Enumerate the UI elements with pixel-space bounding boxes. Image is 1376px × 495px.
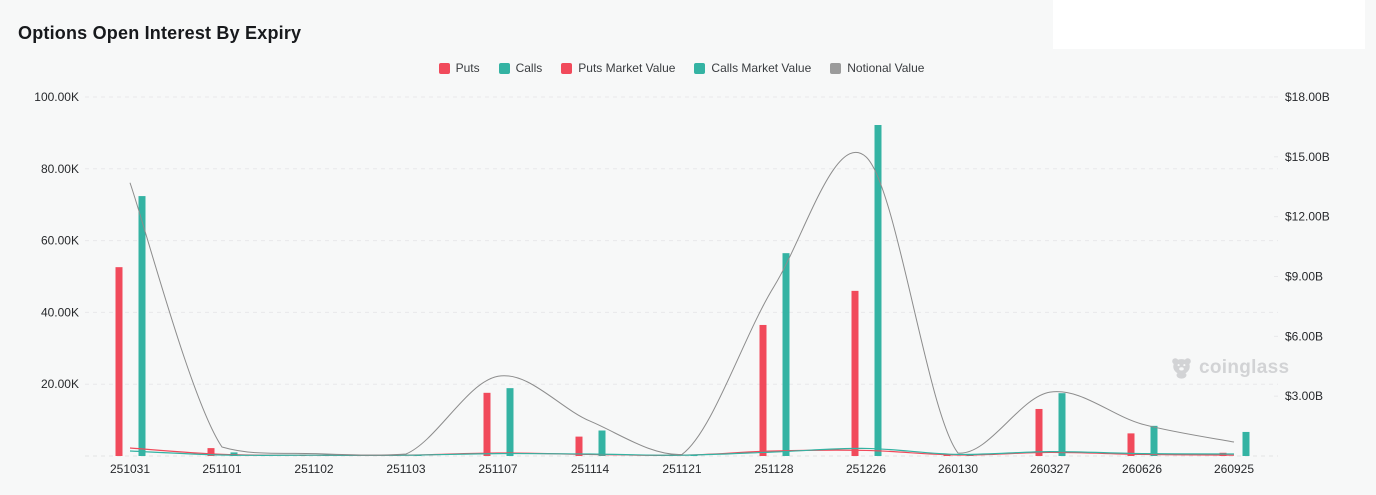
x-axis-label-251226: 251226 xyxy=(846,462,886,476)
x-axis-label-251102: 251102 xyxy=(294,462,333,476)
y-axis-left-tick-label: 20.00K xyxy=(41,377,79,391)
puts-bar-251031[interactable] xyxy=(115,267,123,456)
puts-bar-260626[interactable] xyxy=(1127,433,1135,456)
legend-swatch xyxy=(830,62,842,74)
legend-label: Notional Value xyxy=(847,61,925,75)
calls-bar-260327[interactable] xyxy=(1058,393,1066,456)
y-axis-right-tick-label: $3.00B xyxy=(1285,389,1323,403)
y-axis-right-tick-label: $9.00B xyxy=(1285,270,1323,284)
puts-bar-260327[interactable] xyxy=(1035,408,1043,456)
puts-bar-251128[interactable] xyxy=(759,324,767,456)
puts-bar-251226[interactable] xyxy=(851,290,859,456)
page-title: Options Open Interest By Expiry xyxy=(18,23,302,44)
x-axis-label-251107: 251107 xyxy=(478,462,517,476)
legend-label: Calls xyxy=(515,61,543,75)
legend-swatch xyxy=(498,62,510,74)
x-axis-label-251101: 251101 xyxy=(202,462,241,476)
y-axis-right-tick-label: $6.00B xyxy=(1285,329,1323,343)
x-axis-label-251128: 251128 xyxy=(754,462,793,476)
notional-value-line xyxy=(129,152,1235,456)
legend-item-calls-market-value[interactable]: Calls Market Value xyxy=(694,61,811,75)
x-axis-label-251103: 251103 xyxy=(386,462,425,476)
x-axis-label-260327: 260327 xyxy=(1030,462,1070,476)
legend-swatch xyxy=(694,62,706,74)
legend-label: Puts Market Value xyxy=(578,61,676,75)
puts-bar-251114[interactable] xyxy=(575,436,583,456)
y-axis-left-tick-label: 80.00K xyxy=(41,162,79,176)
y-axis-left-tick-label: 100.00K xyxy=(34,90,79,104)
puts-bar-251107[interactable] xyxy=(483,392,491,456)
calls-bar-251031[interactable] xyxy=(138,196,146,457)
x-axis-label-251114: 251114 xyxy=(571,462,610,476)
x-axis-label-251031: 251031 xyxy=(110,462,150,476)
legend-swatch xyxy=(561,62,573,74)
calls-market-value-line xyxy=(129,447,1235,456)
chart-legend: Puts Calls Puts Market Value Calls Market V… xyxy=(85,61,1278,75)
y-axis-left-tick-label: 40.00K xyxy=(41,305,79,319)
y-axis-right-tick-label: $15.00B xyxy=(1285,150,1330,164)
legend-item-notional-value[interactable]: Notional Value xyxy=(830,61,924,75)
legend-swatch xyxy=(438,62,450,74)
legend-item-puts[interactable]: Puts xyxy=(438,61,480,75)
calls-bar-251114[interactable] xyxy=(598,430,606,456)
x-axis-label-260925: 260925 xyxy=(1214,462,1254,476)
y-axis-right-tick-label: $12.00B xyxy=(1285,210,1330,224)
x-axis-label-251121: 251121 xyxy=(662,462,701,476)
calls-bar-251128[interactable] xyxy=(782,253,790,456)
puts-bar-251101[interactable] xyxy=(207,448,215,456)
legend-item-calls[interactable]: Calls xyxy=(498,61,543,75)
legend-label: Puts xyxy=(455,61,480,75)
x-axis-label-260626: 260626 xyxy=(1122,462,1162,476)
calls-bar-260925[interactable] xyxy=(1242,431,1250,456)
top-right-panel xyxy=(1053,0,1365,49)
legend-item-puts-market-value[interactable]: Puts Market Value xyxy=(561,61,675,75)
calls-bar-260626[interactable] xyxy=(1150,425,1158,456)
y-axis-right-tick-label: $18.00B xyxy=(1285,90,1330,104)
x-axis-label-260130: 260130 xyxy=(938,462,978,476)
calls-bar-251226[interactable] xyxy=(874,125,882,456)
calls-bar-251107[interactable] xyxy=(506,388,514,456)
legend-label: Calls Market Value xyxy=(711,61,812,75)
y-axis-left-tick-label: 60.00K xyxy=(41,234,79,248)
